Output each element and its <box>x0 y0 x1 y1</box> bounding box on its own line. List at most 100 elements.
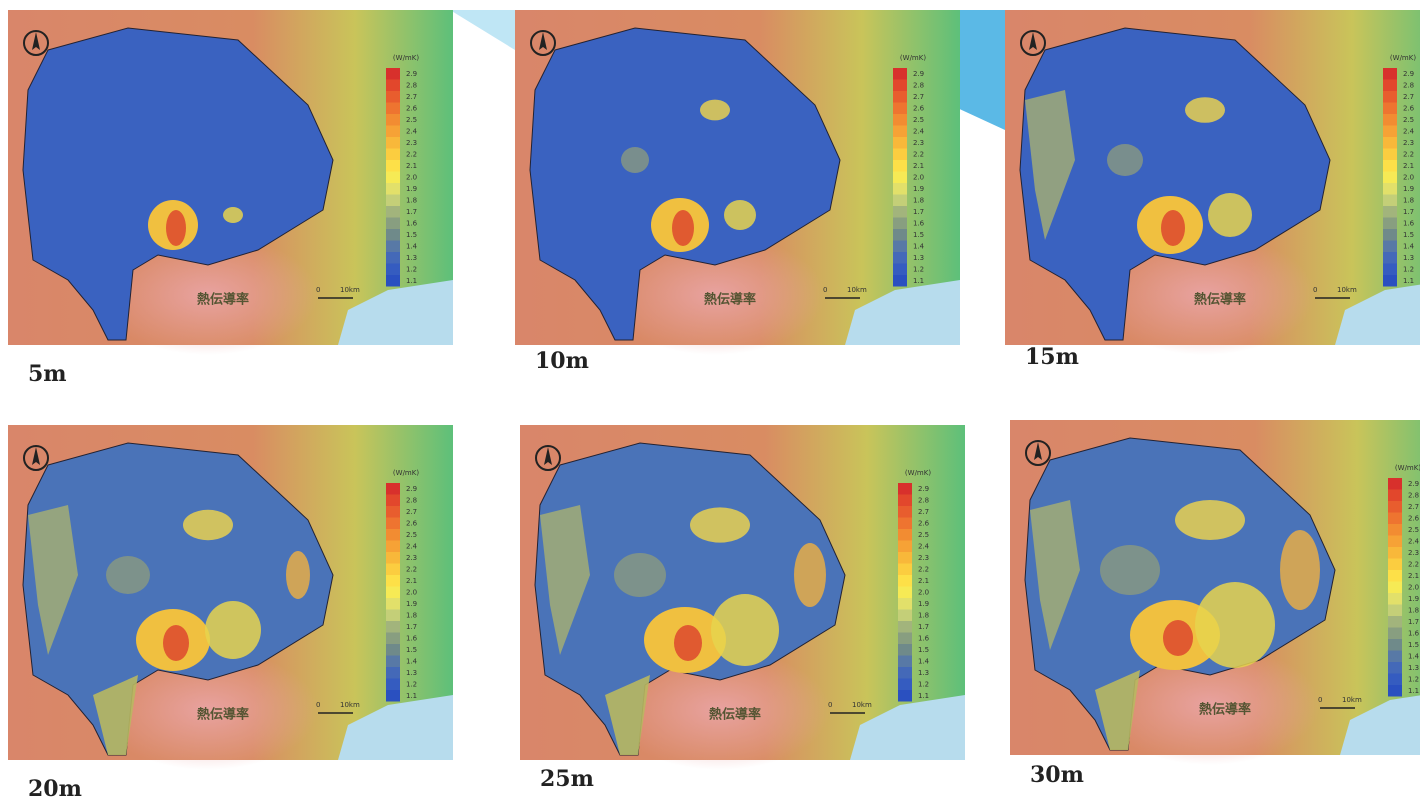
legend-label: 1.9 <box>1403 185 1414 193</box>
legend-swatch <box>893 206 907 218</box>
legend-label: 2.0 <box>406 174 417 182</box>
legend-label: 2.5 <box>406 116 417 124</box>
hotspot <box>1163 620 1193 656</box>
scale-label: 0 <box>1313 286 1317 294</box>
depth-label: 20m <box>28 776 82 800</box>
legend-label: 2.4 <box>406 128 418 136</box>
legend-swatch <box>386 598 400 610</box>
legend-label: 2.8 <box>1403 82 1414 90</box>
legend-label: 1.7 <box>406 623 417 631</box>
legend-swatch <box>1383 218 1397 230</box>
legend-label: 1.5 <box>406 231 417 239</box>
legend-swatch <box>1383 137 1397 149</box>
legend-unit: (W/mK) <box>393 469 419 477</box>
scale-label: 10km <box>1342 696 1362 704</box>
legend-swatch <box>386 137 400 149</box>
hotspot <box>614 553 666 597</box>
map-panel: (W/mK)2.92.82.72.62.52.42.32.22.12.01.91… <box>1010 420 1420 765</box>
legend-label: 2.7 <box>1408 503 1419 511</box>
legend-swatch <box>898 518 912 530</box>
legend-swatch <box>386 495 400 507</box>
legend-swatch <box>893 264 907 276</box>
legend-swatch <box>898 587 912 599</box>
legend-swatch <box>386 483 400 495</box>
legend-label: 2.6 <box>918 520 930 528</box>
legend-label: 1.4 <box>1408 653 1420 661</box>
legend-swatch <box>898 667 912 679</box>
legend-label: 2.8 <box>913 82 924 90</box>
legend-label: 2.1 <box>1408 572 1419 580</box>
legend-swatch <box>1388 616 1402 628</box>
legend-label: 2.3 <box>406 139 417 147</box>
legend-swatch <box>898 644 912 656</box>
legend-label: 2.3 <box>406 554 417 562</box>
scale-label: 0 <box>1318 696 1322 704</box>
legend-label: 1.6 <box>913 220 925 228</box>
legend-swatch <box>386 679 400 691</box>
legend-swatch <box>893 229 907 241</box>
legend-swatch <box>1383 206 1397 218</box>
map-title: 熱伝導率 <box>197 707 249 723</box>
legend-swatch <box>386 160 400 172</box>
depth-label: 30m <box>1030 762 1084 788</box>
legend-label: 2.1 <box>918 577 929 585</box>
depth-label: 5m <box>28 361 67 387</box>
legend-swatch <box>898 564 912 576</box>
hotspot <box>672 210 694 246</box>
depth-label: 10m <box>535 348 589 374</box>
legend-unit: (W/mK) <box>393 54 419 62</box>
map-title: 熱伝導率 <box>197 292 249 308</box>
legend-label: 2.4 <box>406 543 418 551</box>
legend-swatch <box>386 218 400 230</box>
figure: (W/mK) 2.9 2.8 2.7 2.6 2.5 2.4 2.3 2.2 2.1 2.0 1.9 1… <box>0 0 1420 800</box>
legend-label: 2.9 <box>913 70 924 78</box>
legend-swatch <box>1388 662 1402 674</box>
legend-swatch <box>1383 241 1397 253</box>
hotspot <box>690 507 750 542</box>
legend-label: 1.3 <box>406 669 417 677</box>
legend-label: 1.5 <box>406 646 417 654</box>
legend-swatch <box>386 552 400 564</box>
legend-label: 2.7 <box>1403 93 1414 101</box>
legend-label: 2.8 <box>406 497 417 505</box>
legend-swatch <box>1388 685 1402 697</box>
legend-swatch <box>386 229 400 241</box>
legend-swatch <box>1388 674 1402 686</box>
hotspot <box>724 200 756 230</box>
legend-label: 1.8 <box>1403 197 1414 205</box>
legend-label: 1.6 <box>406 220 418 228</box>
legend-swatch <box>1388 536 1402 548</box>
legend-swatch <box>386 103 400 115</box>
legend-label: 1.7 <box>1408 618 1419 626</box>
legend-swatch <box>898 656 912 668</box>
legend-label: 1.9 <box>406 600 417 608</box>
hotspot <box>711 594 779 666</box>
legend-swatch <box>1383 103 1397 115</box>
scale-label: 10km <box>340 286 360 294</box>
legend-swatch <box>1383 264 1397 276</box>
legend-label: 1.2 <box>1403 266 1414 274</box>
legend-label: 1.1 <box>406 692 417 700</box>
scale-label: 10km <box>847 286 867 294</box>
hotspot <box>674 625 702 661</box>
legend-label: 2.4 <box>1403 128 1415 136</box>
legend-label: 1.4 <box>406 658 418 666</box>
legend-label: 2.2 <box>406 566 417 574</box>
legend-label: 1.4 <box>913 243 925 251</box>
legend-label: 2.5 <box>1408 526 1419 534</box>
legend-label: 2.2 <box>1403 151 1414 159</box>
legend-swatch <box>1383 68 1397 80</box>
legend-swatch <box>893 91 907 103</box>
legend-swatch <box>1388 490 1402 502</box>
legend-label: 1.7 <box>913 208 924 216</box>
legend-swatch <box>386 644 400 656</box>
legend-swatch <box>898 552 912 564</box>
legend-swatch <box>1383 149 1397 161</box>
map-title: 熱伝導率 <box>704 292 756 308</box>
legend-swatch <box>1388 651 1402 663</box>
legend-swatch <box>893 218 907 230</box>
hotspot <box>621 147 649 173</box>
legend-swatch <box>1383 80 1397 92</box>
map-title: 熱伝導率 <box>1199 702 1251 718</box>
legend-swatch <box>386 541 400 553</box>
